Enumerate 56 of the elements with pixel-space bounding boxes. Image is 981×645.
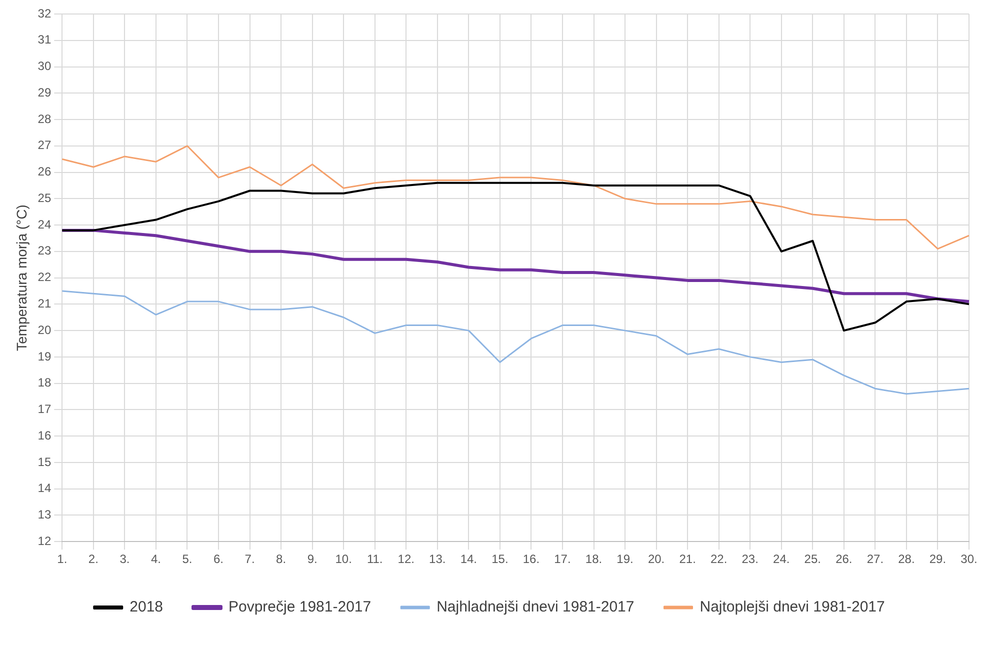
y-tick-label: 32 bbox=[38, 6, 52, 20]
x-tick-label: 27. bbox=[866, 552, 884, 566]
x-tick-label: 6. bbox=[213, 552, 224, 566]
x-tick-label: 23. bbox=[742, 552, 758, 566]
x-tick-label: 28. bbox=[898, 552, 915, 566]
x-tick-label: 7. bbox=[244, 552, 255, 566]
x-tick-label: 21. bbox=[679, 552, 696, 566]
y-tick-label: 24 bbox=[38, 217, 52, 232]
y-tick-label: 25 bbox=[38, 190, 52, 205]
y-tick-label: 27 bbox=[38, 138, 52, 152]
legend-label: Najtoplejši dnevi 1981-2017 bbox=[700, 598, 885, 616]
x-tick-label: 16. bbox=[522, 552, 540, 566]
x-tick-label: 29. bbox=[929, 552, 946, 566]
y-tick-label: 18 bbox=[38, 376, 52, 390]
y-tick-label: 21 bbox=[38, 296, 52, 310]
x-tick-label: 9. bbox=[307, 552, 318, 566]
legend-label: 2018 bbox=[130, 598, 164, 616]
x-tick-label: 19. bbox=[616, 552, 634, 566]
legend-label: Povprečje 1981-2017 bbox=[228, 598, 372, 616]
x-tick-label: 22. bbox=[710, 552, 728, 566]
y-tick-label: 28 bbox=[38, 112, 52, 126]
x-tick-label: 3. bbox=[120, 552, 130, 566]
x-tick-label: 4. bbox=[150, 552, 161, 566]
x-tick-label: 17. bbox=[554, 552, 571, 566]
x-tick-label: 5. bbox=[182, 552, 192, 566]
y-tick-label: 16 bbox=[38, 428, 52, 442]
x-tick-label: 11. bbox=[366, 552, 383, 566]
y-tick-label: 26 bbox=[38, 164, 52, 179]
y-tick-label: 13 bbox=[38, 508, 52, 522]
y-tick-label: 17 bbox=[38, 402, 52, 416]
x-tick-label: 2. bbox=[88, 552, 98, 566]
y-tick-label: 22 bbox=[38, 270, 52, 284]
y-tick-label: 29 bbox=[38, 85, 52, 100]
y-tick-label: 12 bbox=[38, 534, 52, 548]
y-axis-title: Temperatura morja (°C) bbox=[13, 204, 30, 352]
y-tick-label: 19 bbox=[38, 349, 52, 364]
x-tick-label: 24. bbox=[773, 552, 790, 566]
x-tick-label: 14. bbox=[460, 552, 478, 566]
x-tick-label: 20. bbox=[648, 552, 665, 566]
x-tick-label: 30. bbox=[960, 552, 978, 566]
x-tick-label: 8. bbox=[276, 552, 286, 566]
y-tick-label: 30 bbox=[38, 59, 52, 74]
legend-label: Najhladnejši dnevi 1981-2017 bbox=[436, 598, 634, 616]
y-tick-label: 15 bbox=[38, 454, 52, 469]
x-tick-label: 26. bbox=[836, 552, 852, 566]
x-tick-label: 10. bbox=[335, 552, 352, 566]
y-tick-label: 23 bbox=[38, 244, 52, 258]
y-tick-label: 31 bbox=[38, 32, 52, 47]
x-tick-label: 15. bbox=[492, 552, 508, 566]
x-tick-label: 25. bbox=[804, 552, 821, 566]
x-tick-label: 12. bbox=[398, 552, 414, 566]
x-tick-label: 18. bbox=[585, 552, 602, 566]
y-tick-label: 20 bbox=[38, 322, 52, 337]
y-tick-label: 14 bbox=[38, 481, 52, 496]
x-tick-label: 1. bbox=[57, 552, 68, 566]
x-tick-label: 13. bbox=[429, 552, 446, 566]
